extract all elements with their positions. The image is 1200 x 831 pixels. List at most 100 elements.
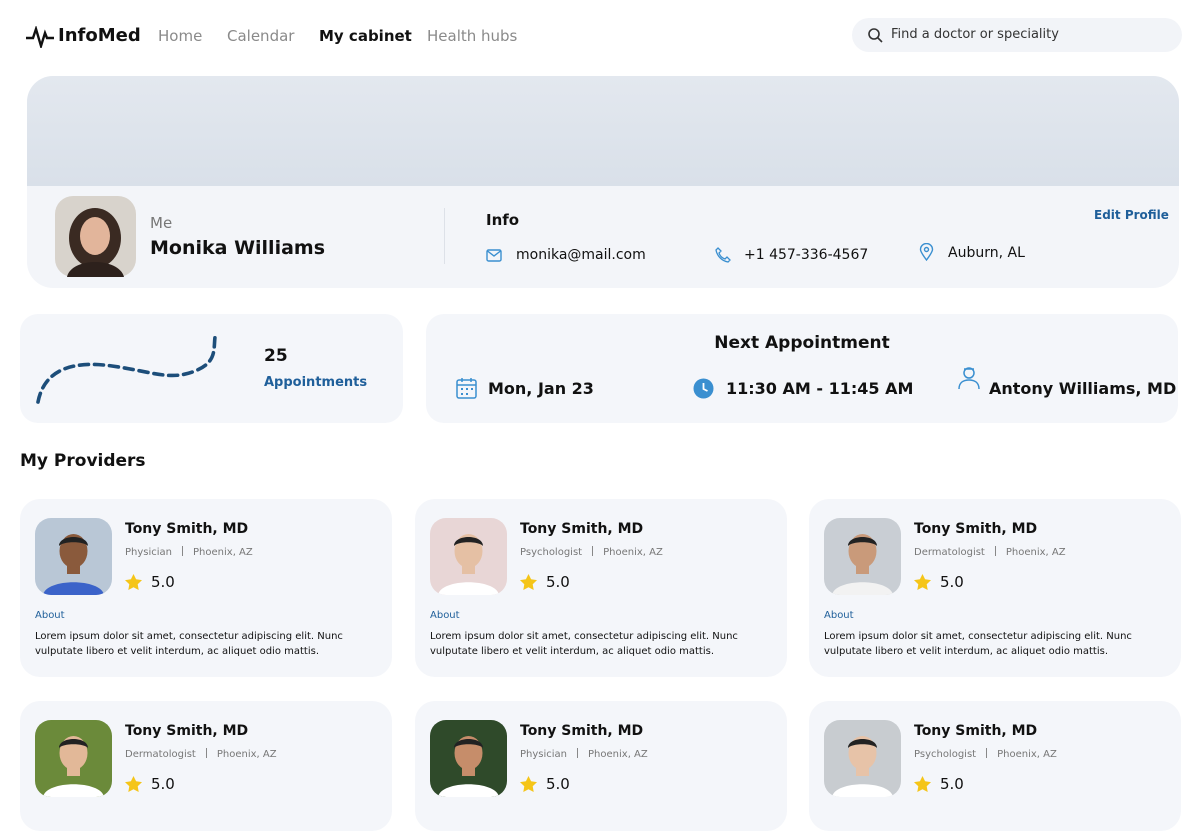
appointments-label: Appointments bbox=[264, 375, 368, 390]
provider-name: Tony Smith, MD bbox=[914, 723, 1038, 739]
provider-card[interactable]: Tony Smith, MD Psychologist Phoenix, AZ 5.0 bbox=[809, 701, 1181, 831]
star-icon bbox=[914, 574, 931, 590]
photo-art bbox=[824, 518, 901, 595]
search-icon bbox=[868, 28, 883, 43]
provider-rating: 5.0 bbox=[125, 573, 175, 591]
about-heading: About bbox=[824, 610, 854, 621]
about-heading: About bbox=[430, 610, 460, 621]
email-icon bbox=[486, 249, 502, 262]
separator bbox=[577, 748, 579, 758]
avatar bbox=[55, 196, 136, 277]
provider-location: Phoenix, AZ bbox=[1005, 547, 1066, 558]
provider-card[interactable]: Tony Smith, MD Physician Phoenix, AZ 5.0 bbox=[415, 701, 787, 831]
provider-meta: Dermatologist Phoenix, AZ bbox=[914, 546, 1066, 558]
provider-name: Tony Smith, MD bbox=[914, 521, 1038, 537]
provider-meta: Psychologist Phoenix, AZ bbox=[914, 748, 1057, 760]
provider-name: Tony Smith, MD bbox=[125, 521, 249, 537]
provider-meta: Psychologist Phoenix, AZ bbox=[520, 546, 663, 558]
greeting: Me bbox=[150, 214, 173, 232]
appointment-doctor: Antony Williams, MD bbox=[989, 379, 1177, 398]
provider-photo bbox=[430, 720, 507, 797]
clock-icon bbox=[693, 378, 714, 399]
provider-name: Tony Smith, MD bbox=[520, 723, 644, 739]
rating-value: 5.0 bbox=[546, 573, 570, 591]
location: Auburn, AL bbox=[948, 245, 1025, 261]
appointments-count: 25 bbox=[264, 346, 288, 366]
info-title: Info bbox=[486, 211, 520, 229]
search-placeholder: Find a doctor or speciality bbox=[891, 27, 1059, 42]
appointment-title: Next Appointment bbox=[714, 333, 890, 353]
provider-location: Phoenix, AZ bbox=[193, 547, 253, 558]
rating-value: 5.0 bbox=[940, 775, 964, 793]
rating-value: 5.0 bbox=[151, 573, 175, 591]
provider-photo bbox=[35, 518, 112, 595]
rating-value: 5.0 bbox=[151, 775, 175, 793]
search-box[interactable]: Find a doctor or speciality bbox=[852, 18, 1182, 52]
provider-rating: 5.0 bbox=[520, 573, 570, 591]
edit-profile[interactable]: Edit Profile bbox=[1094, 208, 1169, 222]
star-icon bbox=[520, 574, 537, 590]
about-text: Lorem ipsum dolor sit amet, consectetur … bbox=[430, 631, 738, 657]
star-icon bbox=[125, 776, 142, 792]
calendar-icon bbox=[456, 378, 477, 399]
provider-specialty: Physician bbox=[520, 749, 568, 760]
banner bbox=[27, 76, 1179, 186]
brand[interactable]: InfoMed bbox=[58, 25, 141, 46]
star-icon bbox=[520, 776, 537, 792]
provider-photo bbox=[824, 720, 901, 797]
provider-card[interactable]: Tony Smith, MD Dermatologist Phoenix, AZ 5.… bbox=[20, 701, 392, 831]
provider-specialty: Dermatologist bbox=[914, 547, 985, 558]
separator bbox=[994, 546, 996, 556]
star-icon bbox=[914, 776, 931, 792]
page: InfoMed Home Calendar My cabinet Health … bbox=[20, 18, 1182, 831]
rating-value: 5.0 bbox=[940, 573, 964, 591]
nav-link[interactable]: My cabinet bbox=[319, 27, 412, 45]
appointment-time: 11:30 AM - 11:45 AM bbox=[726, 379, 914, 398]
nav-link[interactable]: Calendar bbox=[227, 27, 295, 45]
photo-art bbox=[430, 518, 507, 595]
provider-location: Phoenix, AZ bbox=[588, 749, 648, 760]
provider-specialty: Psychologist bbox=[914, 749, 977, 760]
provider-card[interactable]: Tony Smith, MD Dermatologist Phoenix, AZ 5.… bbox=[809, 499, 1181, 677]
provider-meta: Physician Phoenix, AZ bbox=[125, 546, 253, 558]
provider-specialty: Dermatologist bbox=[125, 749, 196, 760]
provider-location: Phoenix, AZ bbox=[603, 547, 663, 558]
photo-art bbox=[35, 720, 112, 797]
profile-card: Me Monika Williams Info monika@mail.com … bbox=[27, 76, 1179, 288]
provider-name: Tony Smith, MD bbox=[125, 723, 249, 739]
nav-link[interactable]: Health hubs bbox=[427, 27, 518, 45]
photo-art bbox=[824, 720, 901, 797]
separator bbox=[182, 546, 184, 556]
provider-photo bbox=[430, 518, 507, 595]
phone: +1 457-336-4567 bbox=[744, 247, 869, 263]
provider-photo bbox=[824, 518, 901, 595]
separator bbox=[986, 748, 988, 758]
star-icon bbox=[125, 574, 142, 590]
appointment-date: Mon, Jan 23 bbox=[488, 379, 594, 398]
about-text: Lorem ipsum dolor sit amet, consectetur … bbox=[35, 631, 343, 657]
location-icon bbox=[919, 243, 934, 261]
divider bbox=[444, 208, 445, 264]
about-heading: About bbox=[35, 610, 65, 621]
next-appointment-card: Next Appointment Mon, Jan 23 11:30 AM - … bbox=[426, 314, 1178, 423]
separator bbox=[205, 748, 207, 758]
separator bbox=[592, 546, 594, 556]
doctor-icon bbox=[958, 367, 980, 390]
user-name: Monika Williams bbox=[150, 237, 326, 259]
provider-location: Phoenix, AZ bbox=[216, 749, 277, 760]
provider-rating: 5.0 bbox=[914, 573, 964, 591]
provider-meta: Physician Phoenix, AZ bbox=[520, 748, 648, 760]
email: monika@mail.com bbox=[516, 247, 646, 263]
provider-card[interactable]: Tony Smith, MD Psychologist Phoenix, AZ 5.0… bbox=[415, 499, 787, 677]
photo-art bbox=[430, 720, 507, 797]
provider-rating: 5.0 bbox=[520, 775, 570, 793]
provider-name: Tony Smith, MD bbox=[520, 521, 644, 537]
logo-icon bbox=[26, 26, 54, 48]
rating-value: 5.0 bbox=[546, 775, 570, 793]
wave-graphic bbox=[36, 330, 218, 404]
about-text: Lorem ipsum dolor sit amet, consectetur … bbox=[824, 631, 1132, 657]
provider-location: Phoenix, AZ bbox=[997, 749, 1057, 760]
provider-card[interactable]: Tony Smith, MD Physician Phoenix, AZ 5.0 Abo… bbox=[20, 499, 392, 677]
provider-photo bbox=[35, 720, 112, 797]
nav-link[interactable]: Home bbox=[158, 27, 203, 45]
